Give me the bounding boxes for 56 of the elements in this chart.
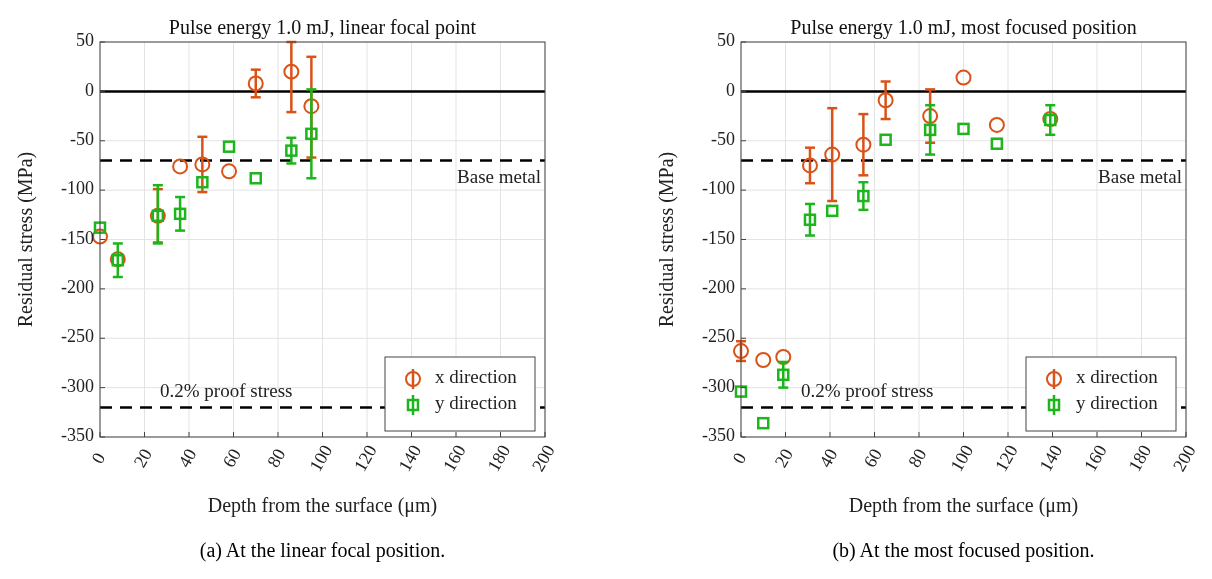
y-tick-label: 0 bbox=[85, 79, 94, 100]
x-tick-label: 120 bbox=[990, 441, 1022, 475]
ref-line-label: Base metal bbox=[457, 165, 541, 187]
x-tick-label: 20 bbox=[129, 445, 157, 471]
y-tick-label: 0 bbox=[726, 79, 735, 100]
y-tick-label: -100 bbox=[702, 178, 735, 199]
chart-title: Pulse energy 1.0 mJ, most focused position bbox=[790, 16, 1137, 39]
y-tick-label: -50 bbox=[70, 128, 94, 149]
y-tick-label: -250 bbox=[702, 326, 735, 347]
x-tick-label: 20 bbox=[770, 445, 798, 471]
x-tick-label: 0 bbox=[87, 449, 110, 467]
y-tick-label: -100 bbox=[61, 178, 94, 199]
y-tick-label: -200 bbox=[61, 277, 94, 297]
x-axis-title: Depth from the surface (μm) bbox=[207, 494, 438, 517]
x-tick-label: 160 bbox=[438, 441, 470, 475]
x-tick-label: 140 bbox=[394, 441, 426, 475]
legend-label: y direction bbox=[435, 392, 518, 414]
ref-line-label: 0.2% proof stress bbox=[801, 380, 934, 402]
x-tick-label: 180 bbox=[483, 441, 515, 475]
x-tick-label: 100 bbox=[305, 441, 337, 475]
text: (a) At the linear focal position. bbox=[199, 539, 446, 562]
x-tick-label: 0 bbox=[728, 449, 751, 467]
y-tick-label: -50 bbox=[711, 128, 735, 149]
y-tick-label: -300 bbox=[702, 375, 735, 396]
y-axis-title: Residual stress (MPa) bbox=[655, 151, 678, 328]
y-tick-label: 50 bbox=[717, 30, 735, 51]
ref-line-label: 0.2% proof stress bbox=[160, 380, 293, 402]
y-axis-title: Residual stress (MPa) bbox=[14, 151, 37, 328]
x-tick-label: 40 bbox=[815, 445, 842, 471]
x-tick-label: 40 bbox=[174, 445, 201, 471]
x-tick-label: 60 bbox=[859, 445, 887, 471]
x-tick-label: 80 bbox=[904, 445, 931, 471]
y-tick-label: -150 bbox=[61, 227, 94, 248]
x-tick-label: 140 bbox=[1035, 441, 1067, 475]
x-tick-label: 200 bbox=[527, 441, 559, 475]
chart-title: Pulse energy 1.0 mJ, linear focal point bbox=[168, 16, 477, 39]
y-tick-label: -350 bbox=[61, 425, 94, 446]
legend-label: x direction bbox=[1076, 366, 1159, 388]
x-tick-label: 120 bbox=[349, 441, 381, 475]
text: (b) At the most focused position. bbox=[832, 539, 1095, 562]
x-axis-title: Depth from the surface (μm) bbox=[848, 494, 1079, 517]
x-tick-label: 100 bbox=[946, 441, 978, 475]
x-tick-label: 180 bbox=[1124, 441, 1156, 475]
x-tick-label: 80 bbox=[263, 445, 290, 471]
x-tick-label: 200 bbox=[1168, 441, 1200, 475]
y-tick-label: -250 bbox=[61, 326, 94, 347]
x-tick-label: 60 bbox=[218, 445, 246, 471]
legend-label: x direction bbox=[435, 366, 518, 388]
y-tick-label: -150 bbox=[702, 227, 735, 248]
x-tick-label: 160 bbox=[1079, 441, 1111, 475]
y-tick-label: 50 bbox=[76, 30, 94, 51]
legend-label: y direction bbox=[1076, 392, 1159, 414]
ref-line-label: Base metal bbox=[1098, 165, 1182, 187]
y-tick-label: -200 bbox=[702, 277, 735, 297]
y-tick-label: -300 bbox=[61, 375, 94, 396]
y-tick-label: -350 bbox=[702, 425, 735, 446]
